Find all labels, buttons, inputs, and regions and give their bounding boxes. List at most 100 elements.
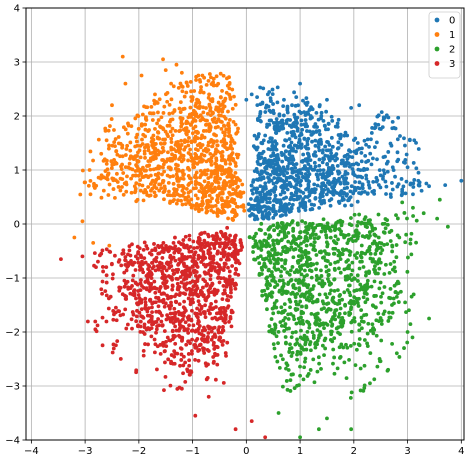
- scatter-point: [168, 167, 173, 172]
- scatter-point: [310, 330, 315, 335]
- scatter-point: [147, 298, 152, 302]
- scatter-point: [316, 145, 321, 150]
- scatter-point: [272, 153, 277, 158]
- scatter-point: [205, 168, 210, 173]
- scatter-point: [390, 119, 395, 124]
- scatter-point: [281, 126, 286, 131]
- scatter-point: [403, 143, 407, 148]
- scatter-point: [134, 163, 138, 167]
- scatter-point: [286, 166, 290, 171]
- scatter-point: [368, 381, 372, 386]
- scatter-point: [265, 92, 270, 97]
- scatter-point: [210, 196, 214, 201]
- scatter-point: [316, 177, 320, 182]
- scatter-point: [306, 262, 310, 267]
- scatter-point: [283, 335, 288, 339]
- scatter-point: [188, 147, 193, 152]
- scatter-point: [133, 173, 138, 178]
- scatter-point: [296, 244, 301, 248]
- scatter-point: [307, 129, 312, 134]
- scatter-point: [104, 319, 109, 324]
- scatter-point: [261, 149, 266, 154]
- scatter-point: [263, 256, 268, 261]
- scatter-point: [193, 193, 198, 198]
- scatter-point: [173, 128, 178, 133]
- scatter-point: [150, 143, 154, 148]
- scatter-point: [374, 333, 379, 338]
- scatter-point: [308, 235, 313, 240]
- scatter-point: [267, 200, 272, 205]
- scatter-point: [304, 243, 309, 248]
- scatter-point: [209, 283, 214, 288]
- scatter-point: [236, 259, 240, 263]
- scatter-point: [328, 235, 333, 240]
- scatter-point: [188, 272, 193, 277]
- scatter-point: [181, 157, 186, 162]
- scatter-point: [181, 363, 186, 368]
- scatter-point: [208, 124, 213, 129]
- scatter-point: [282, 267, 287, 271]
- scatter-point: [193, 135, 198, 139]
- scatter-point: [212, 340, 216, 345]
- scatter-point: [229, 146, 234, 150]
- scatter-point: [320, 160, 325, 165]
- scatter-point: [172, 108, 177, 112]
- scatter-point: [282, 329, 286, 333]
- scatter-point: [359, 285, 364, 290]
- scatter-point: [374, 140, 379, 145]
- scatter-point: [365, 297, 370, 302]
- scatter-point: [416, 182, 421, 187]
- scatter-point: [120, 185, 124, 189]
- scatter-point: [316, 236, 320, 241]
- scatter-point: [411, 185, 416, 189]
- scatter-point: [379, 294, 383, 299]
- scatter-point: [275, 359, 280, 364]
- scatter-point: [388, 239, 393, 243]
- scatter-point: [285, 110, 290, 115]
- scatter-point: [295, 383, 299, 388]
- scatter-point: [348, 311, 353, 316]
- y-tick-label: 0: [14, 220, 20, 231]
- scatter-point: [82, 180, 87, 185]
- scatter-point: [280, 357, 285, 362]
- scatter-point: [138, 267, 142, 272]
- scatter-point: [271, 242, 276, 246]
- scatter-point: [232, 244, 237, 249]
- scatter-point: [322, 249, 327, 254]
- scatter-point: [287, 137, 292, 141]
- scatter-point: [259, 221, 264, 226]
- scatter-point: [330, 296, 335, 301]
- scatter-point: [281, 165, 286, 170]
- scatter-point: [299, 311, 304, 316]
- scatter-point: [313, 345, 318, 350]
- scatter-point: [265, 307, 269, 312]
- scatter-point: [266, 139, 271, 144]
- scatter-point: [120, 145, 125, 150]
- scatter-point: [340, 219, 345, 224]
- scatter-point: [165, 335, 170, 340]
- scatter-point: [216, 330, 221, 335]
- scatter-point: [319, 229, 324, 234]
- scatter-point: [180, 169, 185, 174]
- scatter-point: [336, 219, 341, 224]
- scatter-point: [313, 164, 318, 169]
- scatter-point: [222, 104, 227, 109]
- scatter-point: [199, 173, 203, 177]
- scatter-point: [150, 266, 155, 271]
- scatter-point: [297, 109, 302, 114]
- scatter-point: [294, 278, 298, 283]
- scatter-point: [244, 97, 249, 102]
- scatter-point: [105, 177, 110, 182]
- scatter-point: [233, 102, 238, 107]
- scatter-point: [329, 288, 333, 293]
- scatter-point: [399, 177, 404, 181]
- scatter-point: [293, 306, 298, 311]
- scatter-point: [193, 151, 198, 156]
- y-tick-label: −4: [5, 436, 20, 447]
- scatter-point: [173, 299, 178, 304]
- scatter-point: [345, 171, 350, 176]
- scatter-point: [135, 113, 140, 118]
- scatter-point: [409, 252, 414, 257]
- scatter-point: [106, 172, 110, 177]
- scatter-point: [305, 330, 310, 334]
